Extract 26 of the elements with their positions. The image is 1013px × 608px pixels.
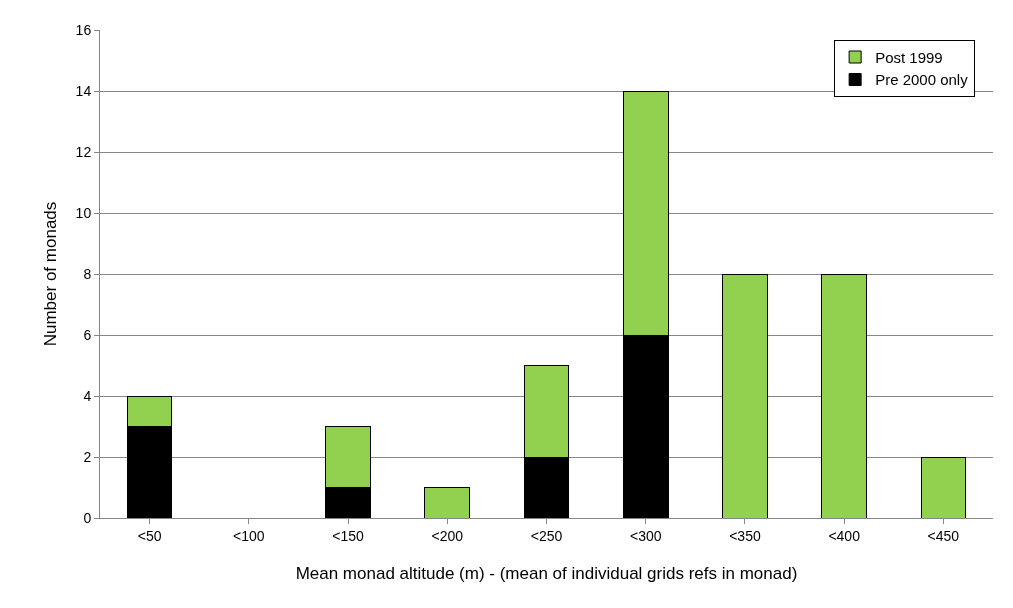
x-axis-title: Mean monad altitude (m) - (mean of individual grids refs in monad) xyxy=(295,564,798,583)
y-tick-label: 2 xyxy=(83,448,92,465)
bar xyxy=(722,273,768,518)
y-axis-title: Number of monads xyxy=(41,201,60,347)
y-tick-label: 16 xyxy=(75,21,92,38)
x-tick-label: <400 xyxy=(828,527,861,544)
bar xyxy=(424,487,471,518)
x-tick-label: <50 xyxy=(137,527,162,544)
x-tick-label: <200 xyxy=(431,527,464,544)
x-tick-label: <450 xyxy=(927,527,960,544)
x-tick-label: <150 xyxy=(332,527,365,544)
x-tick-label: <250 xyxy=(530,527,563,544)
y-tick-label: 4 xyxy=(83,387,92,404)
y-tick-label: 14 xyxy=(75,82,92,99)
bar xyxy=(821,273,867,518)
x-tick-label: <100 xyxy=(233,527,265,544)
y-tick-label: 12 xyxy=(75,143,92,160)
y-tick-label: 10 xyxy=(75,204,92,221)
y-tick-label: 8 xyxy=(83,265,92,282)
legend-label: Pre 2000 only xyxy=(875,71,969,89)
y-tick-label: 0 xyxy=(83,509,92,526)
legend-label: Post 1999 xyxy=(875,48,943,66)
bar xyxy=(920,456,967,518)
x-tick-label: <300 xyxy=(629,527,662,544)
x-tick-label: <350 xyxy=(729,527,761,544)
y-tick-label: 6 xyxy=(83,326,92,343)
